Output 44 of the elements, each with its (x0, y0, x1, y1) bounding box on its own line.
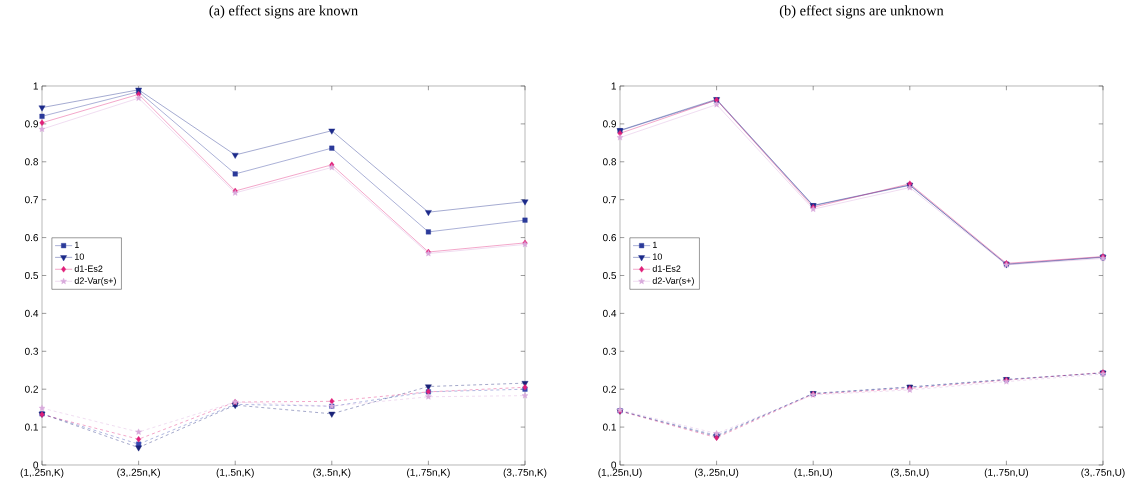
x-tick-label: (3,.5n,K) (313, 468, 351, 478)
legend-label: d2-Var(s+) (74, 277, 116, 286)
y-tick-label: 0.3 (24, 347, 39, 355)
y-tick-label: 0.5 (24, 271, 39, 280)
x-tick-label: (1,.25n,K) (20, 468, 64, 478)
legend-label: 1 (75, 241, 79, 248)
y-tick-label: 0.8 (24, 158, 39, 166)
chart-title: (a) effect signs are known (209, 5, 358, 19)
y-tick-label: 0.4 (602, 309, 617, 317)
legend-label: 10 (75, 253, 85, 260)
y-tick-label: 0.8 (602, 158, 617, 166)
x-tick-label: (3,.25n,K) (117, 468, 160, 478)
x-tick-label: (3,.75n,U) (1081, 468, 1125, 478)
x-tick-label: (1,.25n,U) (598, 468, 642, 478)
y-tick-label: 1 (611, 82, 616, 90)
y-tick-label: 1 (33, 82, 38, 90)
y-tick-label: 0.5 (602, 271, 617, 280)
y-tick-label: 0.6 (602, 234, 617, 242)
x-tick-label: (1,.5n,U) (794, 468, 833, 478)
y-tick-label: 0.6 (24, 234, 39, 242)
y-tick-label: 0.2 (602, 385, 616, 393)
x-tick-label: (3,.5n,U) (890, 468, 929, 478)
y-tick-label: 0.9 (602, 120, 617, 128)
legend-label: d1-Es2 (74, 265, 103, 272)
y-tick-label: 0 (33, 461, 39, 469)
y-tick-label: 0.3 (602, 347, 617, 355)
legend-label: d1-Es2 (652, 265, 681, 272)
x-tick-label: (1,.5n,K) (216, 468, 254, 478)
y-tick-label: 0.9 (24, 120, 39, 128)
y-tick-label: 0.7 (602, 196, 616, 204)
x-tick-label: (3,.75n,K) (503, 468, 547, 478)
x-tick-label: (3,.25n,U) (695, 468, 739, 478)
legend-label: 1 (653, 241, 657, 248)
chart-title: (b) effect signs are unknown (779, 5, 944, 19)
y-tick-label: 0.7 (24, 196, 38, 204)
y-tick-label: 0.1 (602, 423, 616, 431)
legend-label: 10 (653, 253, 662, 260)
x-tick-label: (1,.75n,U) (984, 468, 1028, 478)
x-tick-label: (1,.75n,K) (407, 468, 450, 478)
y-tick-label: 0.1 (24, 423, 38, 431)
y-tick-label: 0.4 (24, 309, 39, 317)
y-tick-label: 0.2 (24, 385, 38, 393)
y-tick-label: 0 (611, 461, 617, 469)
legend-label: d2-Var(s+) (652, 277, 694, 286)
